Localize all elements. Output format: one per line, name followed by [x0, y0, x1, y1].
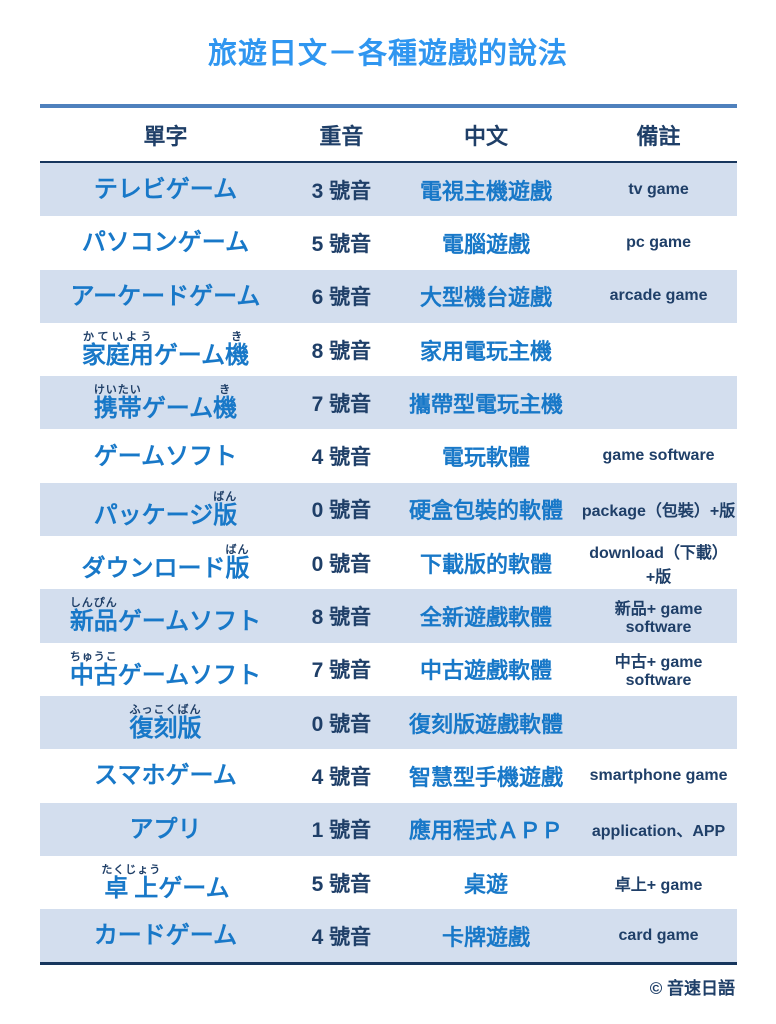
word-cell: 復刻版ふっこくばん [129, 704, 202, 743]
vocab-table: 單字 重音 中文 備註 テレビゲーム 3 號音 電視主機遊戲 tv game パ… [40, 104, 737, 966]
accent-cell: 0 號音 [311, 712, 372, 736]
word-cell: ゲームソフト [93, 442, 238, 470]
chinese-cell: 家用電玩主機 [420, 338, 553, 364]
word-cell: 卓上たくじょうゲーム [101, 863, 230, 902]
word-cell: 中古ちゅうこゲームソフト [69, 650, 262, 689]
chinese-cell: 硬盒包裝的軟體 [409, 498, 564, 524]
note-cell: download（下載）+版 [589, 544, 728, 586]
accent-cell: 4 號音 [311, 446, 372, 470]
note-cell: 新品+ game software [614, 601, 703, 637]
table-row: アプリ 1 號音 應用程式ＡＰＰ application、APP [40, 802, 737, 856]
table-bottom-rule [40, 962, 737, 966]
accent-cell: 7 號音 [311, 392, 372, 416]
chinese-cell: 下載版的軟體 [420, 551, 553, 577]
word-cell: カードゲーム [93, 922, 238, 950]
table-row: 卓上たくじょうゲーム 5 號音 桌遊 卓上+ game [40, 856, 737, 909]
note-cell: arcade game [609, 287, 708, 305]
chinese-cell: 全新遊戲軟體 [420, 605, 553, 631]
chinese-cell: 電視主機遊戲 [420, 178, 553, 204]
accent-cell: 7 號音 [311, 659, 372, 683]
note-cell: package（包裝）+版 [581, 503, 736, 521]
chinese-cell: 卡牌遊戲 [442, 924, 531, 950]
accent-cell: 8 號音 [311, 606, 372, 630]
word-cell: テレビゲーム [93, 176, 238, 204]
table-row: カードゲーム 4 號音 卡牌遊戲 card game [40, 909, 737, 963]
table-top-rule [40, 104, 737, 108]
word-cell: スマホゲーム [94, 762, 237, 790]
table-row: テレビゲーム 3 號音 電視主機遊戲 tv game [40, 163, 737, 217]
chinese-cell: 桌遊 [464, 871, 509, 897]
note-cell: pc game [626, 233, 692, 251]
accent-cell: 0 號音 [311, 552, 372, 576]
column-header-note: 備註 [636, 123, 681, 149]
accent-cell: 6 號音 [311, 286, 372, 310]
table-header-divider [40, 161, 737, 163]
word-cell: アプリ [129, 815, 202, 843]
accent-cell: 4 號音 [311, 925, 372, 949]
note-cell: tv game [628, 180, 689, 198]
table-row: 家庭用かていようゲーム機き 8 號音 家用電玩主機 [40, 323, 737, 376]
chinese-cell: 智慧型手機遊戲 [409, 764, 564, 790]
chinese-cell: 電腦遊戲 [442, 231, 531, 257]
accent-cell: 8 號音 [311, 339, 372, 363]
table-row: 中古ちゅうこゲームソフト 7 號音 中古遊戲軟體 中古+ game softwa… [40, 643, 737, 696]
accent-cell: 4 號音 [311, 765, 372, 789]
chinese-cell: 應用程式ＡＰＰ [409, 818, 564, 844]
chinese-cell: 攜帶型電玩主機 [409, 391, 564, 417]
accent-cell: 1 號音 [311, 819, 372, 843]
column-header-chinese: 中文 [464, 123, 509, 149]
table-row: スマホゲーム 4 號音 智慧型手機遊戲 smartphone game [40, 749, 737, 802]
table-header-row: 單字 重音 中文 備註 [40, 108, 737, 161]
note-cell: game software [602, 447, 715, 465]
accent-cell: 0 號音 [311, 499, 372, 523]
column-header-accent: 重音 [319, 123, 364, 149]
table-body: テレビゲーム 3 號音 電視主機遊戲 tv game パソコンゲーム 5 號音 … [40, 163, 737, 963]
table-row: パソコンゲーム 5 號音 電腦遊戲 pc game [40, 216, 737, 269]
column-header-word: 單字 [143, 123, 188, 149]
word-cell: アーケードゲーム [70, 282, 261, 310]
chinese-cell: 電玩軟體 [442, 445, 531, 471]
table-row: ダウンロード版ばん 0 號音 下載版的軟體 download（下載）+版 [40, 536, 737, 589]
accent-cell: 5 號音 [311, 872, 372, 896]
word-cell: パソコンゲーム [81, 229, 250, 257]
copyright-text: © 音速日語 [649, 979, 735, 998]
word-cell: パッケージ版ばん [93, 490, 238, 529]
accent-cell: 3 號音 [311, 179, 372, 203]
word-cell: 新品しんぴんゲームソフト [69, 597, 262, 636]
chinese-cell: 大型機台遊戲 [420, 285, 553, 311]
note-cell: 卓上+ game [614, 876, 703, 894]
note-cell: smartphone game [589, 766, 728, 784]
word-cell: ダウンロード版ばん [81, 544, 250, 583]
word-cell: 携帯けいたいゲーム機き [93, 384, 238, 423]
table-row: 新品しんぴんゲームソフト 8 號音 全新遊戲軟體 新品+ game softwa… [40, 589, 737, 643]
table-row: 携帯けいたいゲーム機き 7 號音 攜帶型電玩主機 [40, 376, 737, 430]
table-row: 復刻版ふっこくばん 0 號音 復刻版遊戲軟體 [40, 695, 737, 750]
chinese-cell: 復刻版遊戲軟體 [409, 711, 564, 737]
note-cell: application、APP [591, 823, 726, 841]
table-row: ゲームソフト 4 號音 電玩軟體 game software [40, 429, 737, 482]
word-cell: 家庭用かていようゲーム機き [81, 330, 250, 369]
note-cell: card game [618, 926, 699, 944]
table-row: パッケージ版ばん 0 號音 硬盒包裝的軟體 package（包裝）+版 [40, 482, 737, 537]
chinese-cell: 中古遊戲軟體 [420, 658, 553, 684]
note-cell: 中古+ game software [614, 654, 703, 690]
accent-cell: 5 號音 [311, 232, 372, 256]
table-row: アーケードゲーム 6 號音 大型機台遊戲 arcade game [40, 269, 737, 323]
page-title: 旅遊日文－各種遊戲的說法 [207, 38, 568, 70]
